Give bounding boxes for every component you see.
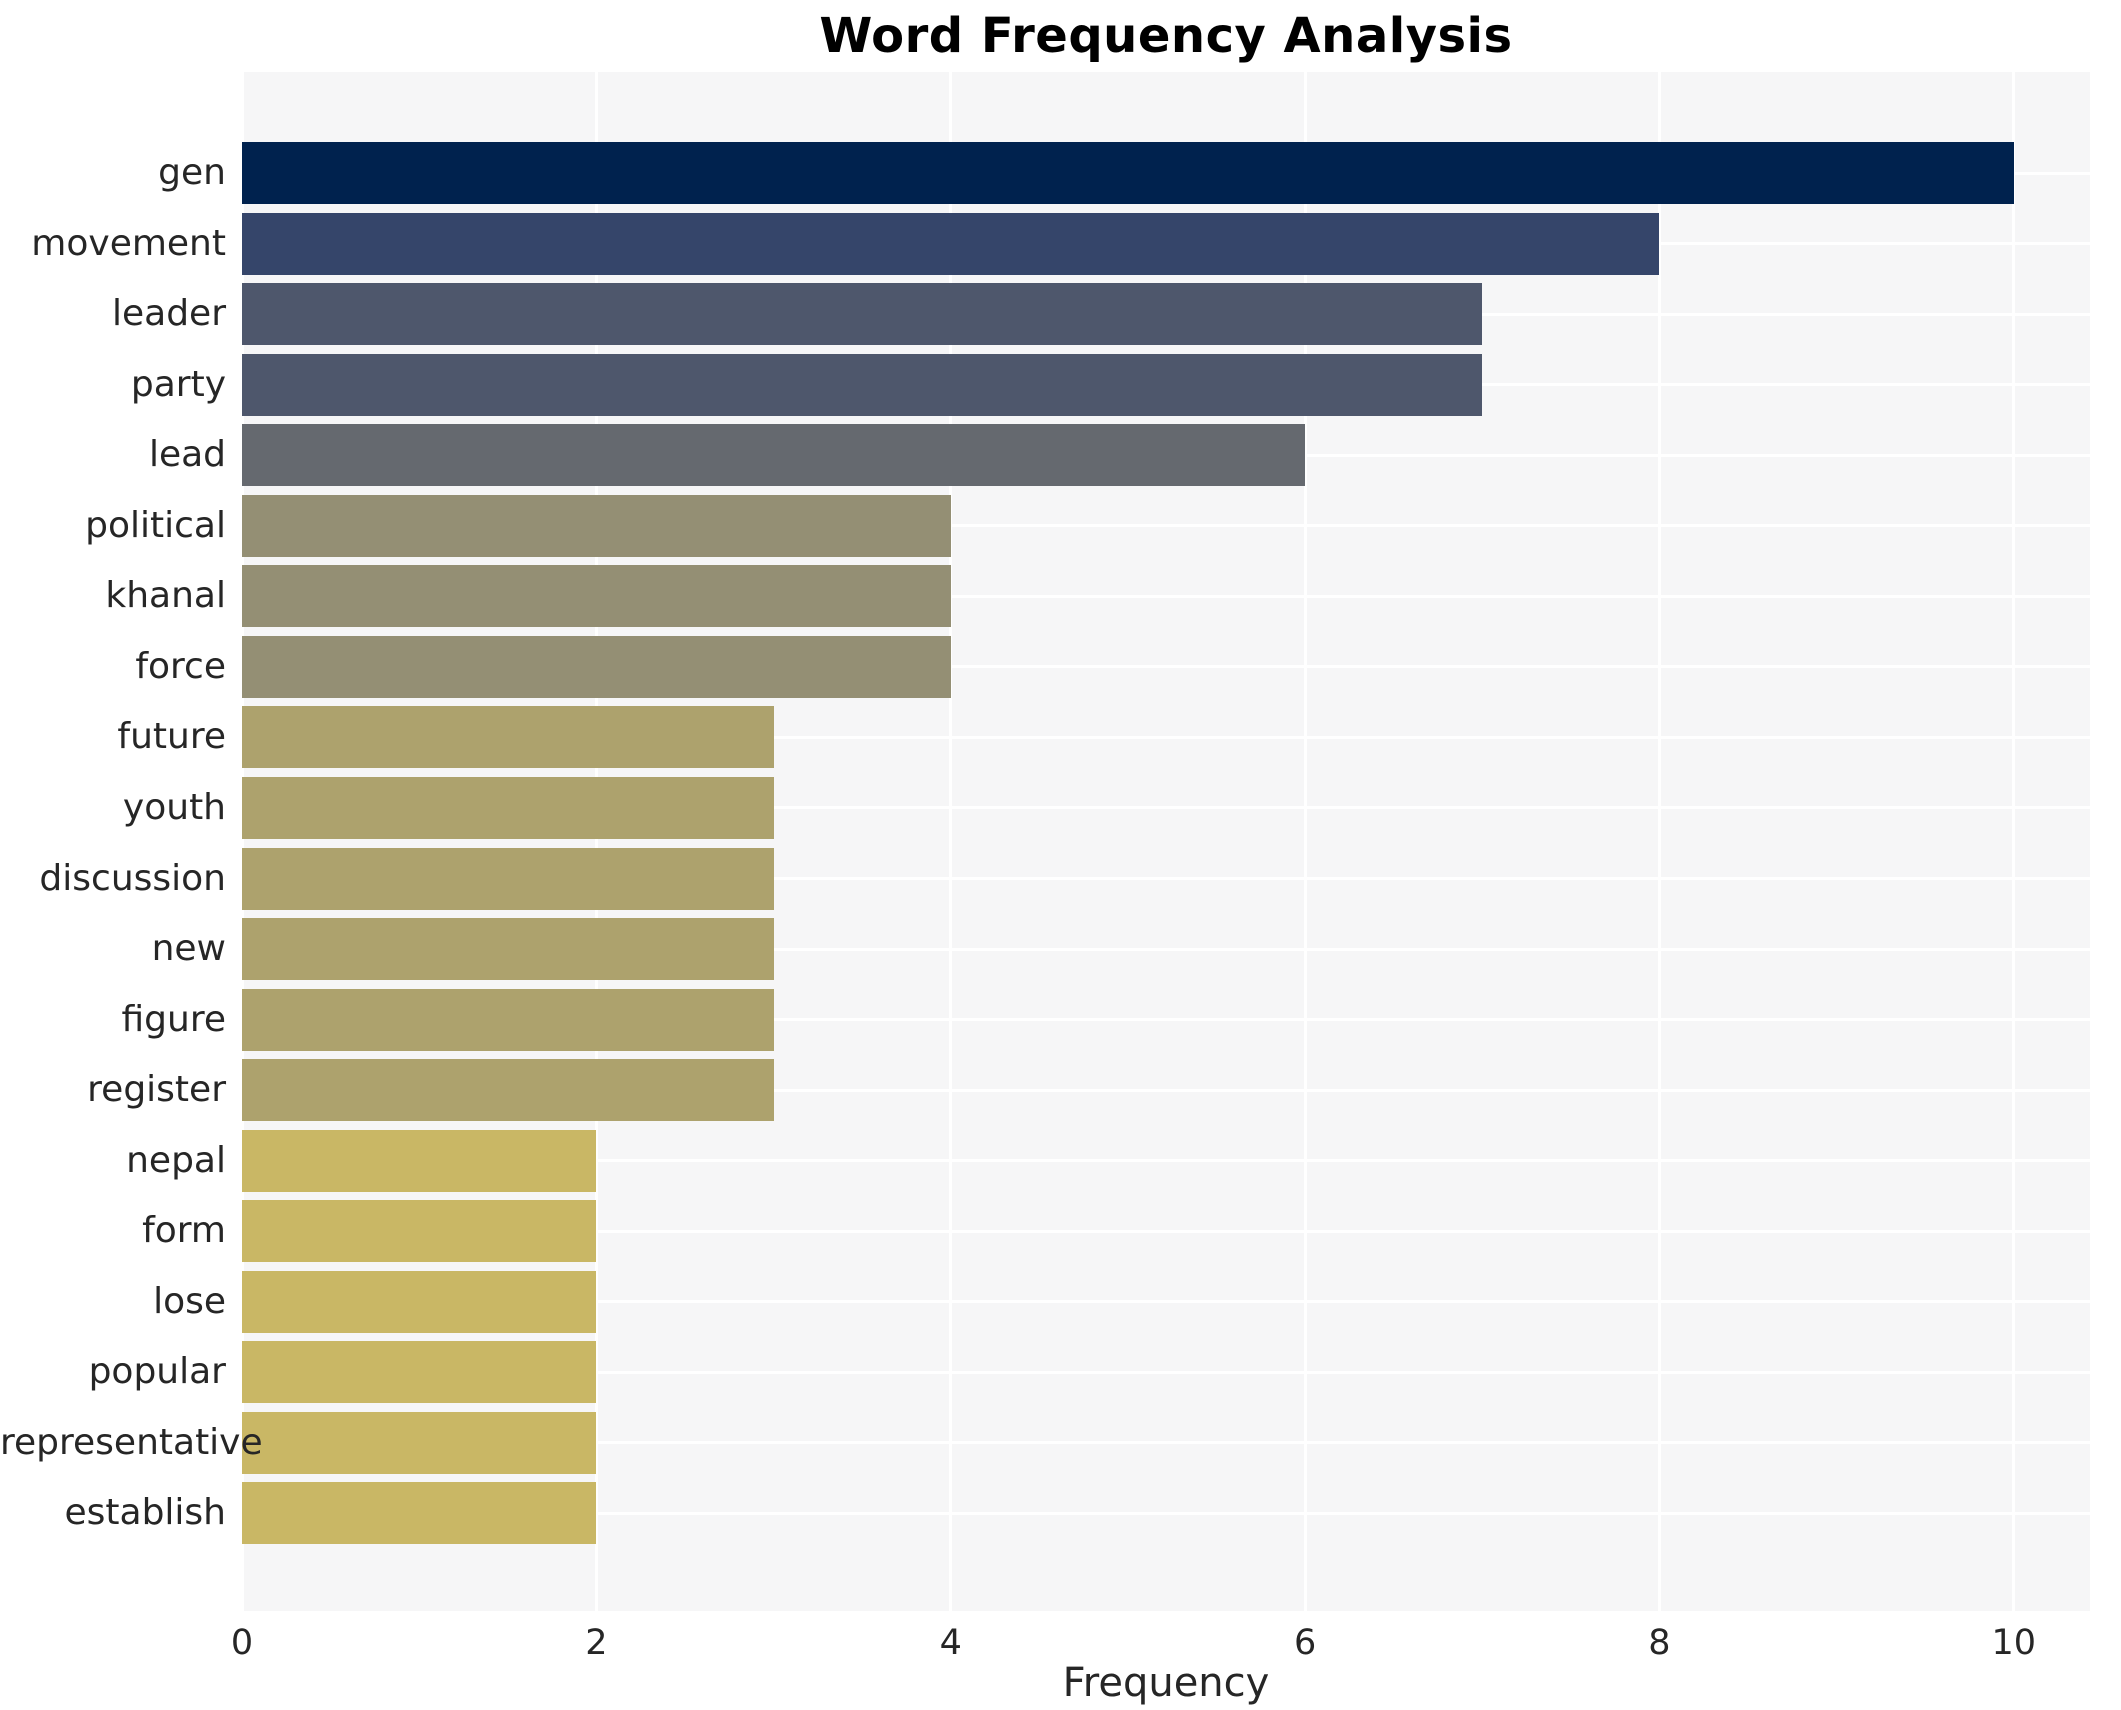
x-axis: 0 2 4 6 8 10 [231,1620,2090,1666]
bar-discussion [242,847,774,910]
y-tick-label-movement: movement [31,222,226,264]
h-gridline [242,806,2090,810]
h-gridline [242,1229,2090,1233]
h-gridline [242,877,2090,880]
y-tick-label-establish: establish [64,1492,226,1534]
bar-nepal [242,1129,597,1192]
v-gridline [949,72,953,1611]
h-gridline [242,524,2090,528]
bar-gen [242,142,2014,204]
h-gridline [242,735,2090,739]
y-tick-label-nepal: nepal [126,1139,226,1181]
h-gridline [242,665,2090,669]
x-tick-label-8: 8 [1648,1623,1671,1663]
x-tick-label-2: 2 [585,1623,608,1663]
h-gridline [242,947,2090,951]
y-axis: gen movement leader party lead political khana… [0,72,263,1611]
bar-establish [242,1482,597,1545]
v-gridline [1657,72,1661,1611]
bar-force [242,635,951,698]
y-tick-label-discussion: discussion [39,857,226,899]
y-tick-label-khanal: khanal [105,575,226,617]
bar-political [242,494,951,557]
chart-title: Word Frequency Analysis [819,8,1513,64]
y-tick-label-gen: gen [158,152,226,193]
h-gridline [242,594,2090,598]
bar-movement [242,212,1660,275]
bar-form [242,1200,597,1263]
h-gridline [242,1300,2090,1304]
bar-future [242,706,774,769]
y-tick-label-register: register [87,1069,226,1111]
y-tick-label-lead: lead [148,434,226,476]
h-gridline [242,1088,2090,1092]
bar-youth [242,776,774,839]
v-gridline [2012,72,2016,1611]
bar-leader [242,283,1483,346]
x-tick-label-4: 4 [939,1623,962,1663]
plot-area [240,72,2090,1611]
h-gridline [242,1511,2090,1515]
bar-popular [242,1341,597,1404]
bar-party [242,353,1483,416]
bar-representative [242,1411,597,1474]
y-tick-label-leader: leader [111,293,226,335]
y-tick-label-new: new [151,928,226,970]
h-gridline [242,1370,2090,1374]
y-tick-label-popular: popular [88,1351,226,1393]
x-axis-title: Frequency [1062,1660,1270,1706]
v-gridline [1303,72,1307,1611]
v-gridline [594,72,598,1611]
y-tick-label-youth: youth [122,786,226,828]
y-tick-label-representative: representative [0,1421,263,1463]
y-tick-label-political: political [85,504,226,546]
y-tick-label-form: form [142,1210,226,1252]
bar-lose [242,1270,597,1333]
x-tick-label-0: 0 [230,1623,254,1663]
bar-register [242,1059,774,1122]
x-tick-label-6: 6 [1293,1623,1317,1663]
bar-lead [242,424,1306,487]
x-tick-label-10: 10 [1991,1623,2037,1663]
h-gridline [242,1018,2090,1022]
h-gridline [242,1159,2090,1163]
v-gridline [240,72,244,1611]
y-tick-label-party: party [130,363,226,405]
bar-khanal [242,565,951,628]
y-tick-label-future: future [117,716,226,758]
y-tick-label-lose: lose [153,1280,226,1322]
y-tick-label-force: force [135,645,226,687]
bar-figure [242,988,774,1051]
h-gridline [242,1441,2090,1445]
bar-new [242,918,774,981]
y-tick-label-figure: figure [121,998,226,1040]
